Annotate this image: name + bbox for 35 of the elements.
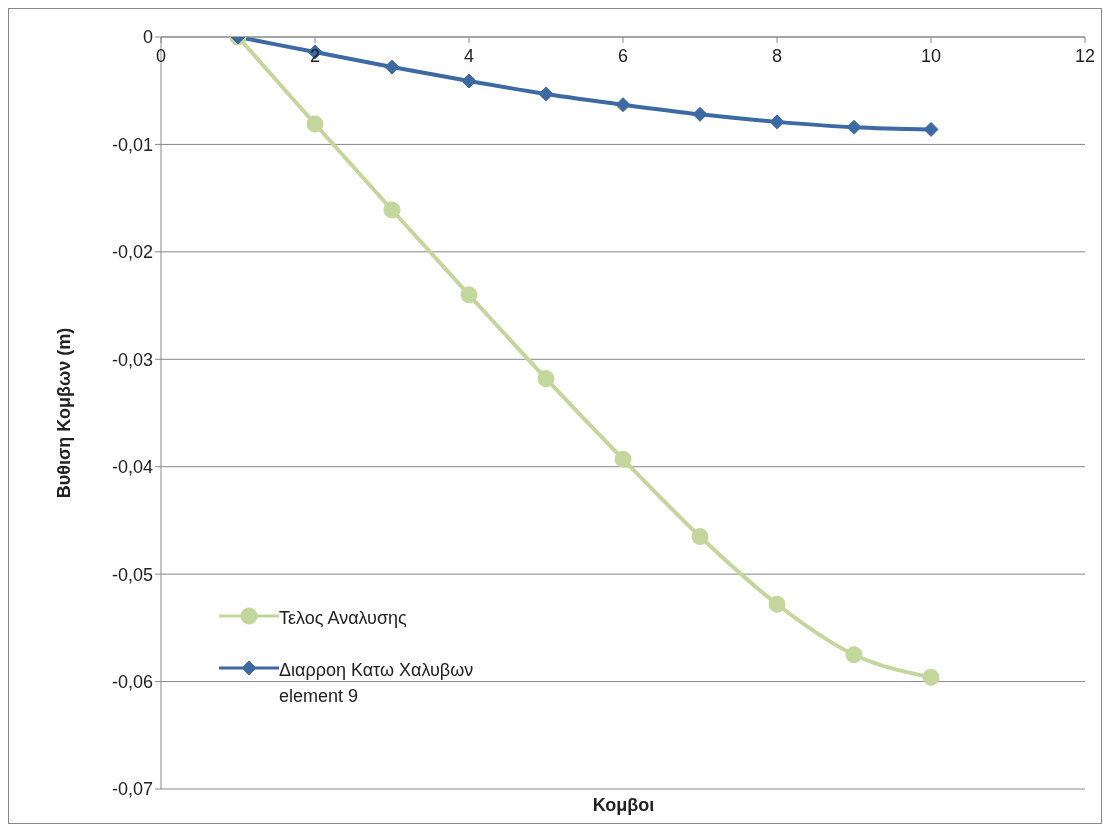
point [614,450,632,468]
point [845,646,863,664]
x-tick-label: 10 [920,45,942,66]
point [460,286,478,304]
y-tick-label: 0 [142,27,153,48]
point [461,73,477,89]
point [538,86,554,102]
y-tick-label: -0,05 [111,564,153,585]
point [383,201,401,219]
point [692,106,708,122]
point [306,115,324,133]
x-tick-label: 6 [617,45,629,66]
point [384,59,400,75]
y-tick-label: -0,02 [111,242,153,263]
x-axis-title: Κομβοι [591,795,656,816]
point [846,119,862,135]
point [923,121,939,137]
y-tick-label: -0,03 [111,349,153,370]
y-tick-label: -0,06 [111,671,153,692]
x-tick-label: 8 [771,45,783,66]
point [768,595,786,613]
x-tick-label: 4 [463,45,475,66]
point [769,114,785,130]
legend-label: Τελος Αναλυσης [279,607,408,630]
y-tick-label: -0,07 [111,779,153,800]
point [691,528,709,546]
point [615,97,631,113]
legend-label: Διαρροη Κατω Χαλυβων element 9 [279,659,475,708]
x-tick-label: 0 [155,45,167,66]
point [922,668,940,686]
y-tick-label: -0,04 [111,457,153,478]
y-tick-label: -0,01 [111,134,153,155]
y-axis-title: Βυθιση Κομβων (m) [54,327,75,499]
x-tick-label: 12 [1074,45,1096,66]
point [537,370,555,388]
